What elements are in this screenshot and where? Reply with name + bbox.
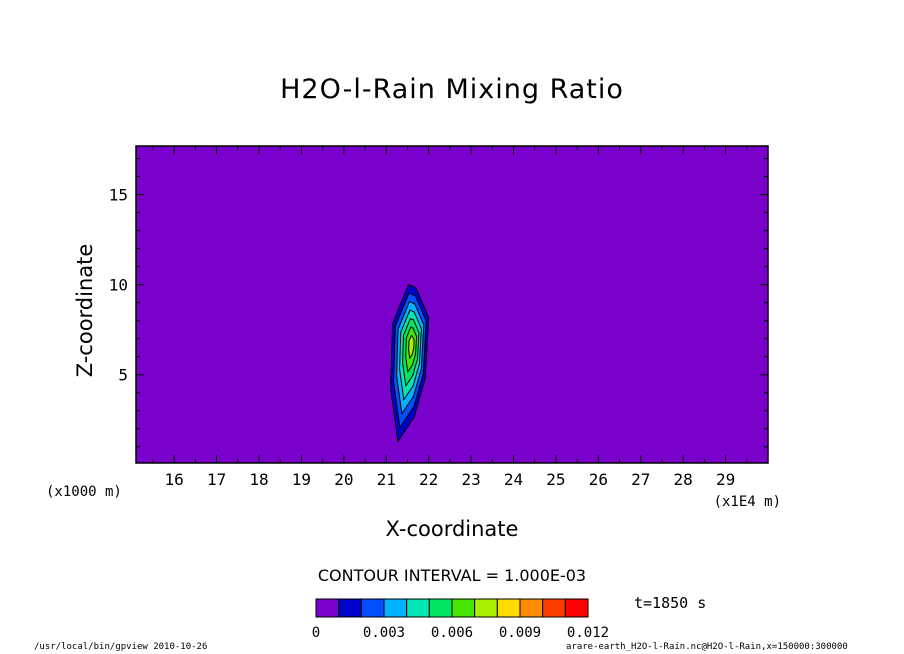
colorbar-tick-label: 0.009: [499, 625, 541, 641]
x-tick-label: 26: [589, 470, 608, 489]
x-tick-label: 17: [207, 470, 226, 489]
colorbar-swatch: [406, 598, 430, 618]
colorbar-swatch: [519, 598, 544, 618]
y-tick-label: 5: [118, 366, 128, 385]
colorbar-swatch: [474, 598, 498, 618]
x-tick-label: 23: [461, 470, 480, 489]
x-unit-label: (x1E4 m): [714, 494, 781, 510]
x-tick-label: 18: [249, 470, 268, 489]
x-tick-label: 20: [334, 470, 353, 489]
x-tick-label: 29: [716, 470, 735, 489]
contour-level-7: [408, 334, 415, 360]
x-tick-label: 28: [674, 470, 693, 489]
plot-background: [136, 146, 768, 463]
colorbar-tick-label: 0: [312, 625, 320, 641]
colorbar-swatch: [496, 598, 521, 618]
chart-title: H2O-l-Rain Mixing Ratio: [280, 74, 624, 105]
colorbar-swatch: [315, 598, 340, 618]
colorbar-swatch: [564, 598, 589, 618]
colorbar-tick-label: 0.012: [567, 625, 609, 641]
x-tick-label: 27: [631, 470, 650, 489]
x-tick-label: 22: [419, 470, 438, 489]
colorbar-tick-label: 0.003: [363, 625, 405, 641]
x-tick-label: 19: [292, 470, 311, 489]
colorbar-swatch: [360, 598, 385, 618]
x-tick-label: 24: [504, 470, 523, 489]
x-axis-label: X-coordinate: [386, 517, 519, 541]
y-tick-label: 10: [109, 276, 128, 295]
colorbar-tick-label: 0.006: [431, 625, 473, 641]
y-axis-label: Z-coordinate: [73, 244, 97, 378]
colorbar-swatch: [338, 598, 362, 618]
colorbar-swatch: [383, 598, 408, 618]
footer-left-text: /usr/local/bin/gpview 2010-10-26: [34, 642, 208, 652]
y-tick-label: 15: [109, 186, 128, 205]
colorbar-swatch: [428, 598, 453, 618]
footer-right-text: arare-earth_H2O-l-Rain.nc@H2O-l-Rain,x=1…: [566, 642, 848, 652]
plot-frame: [135, 145, 769, 464]
x-tick-label: 25: [546, 470, 565, 489]
contour-interval-label: CONTOUR INTERVAL = 1.000E-03: [317, 566, 587, 585]
x-tick-label: 16: [165, 470, 184, 489]
colorbar-swatch: [542, 598, 566, 618]
time-label: t=1850 s: [634, 594, 707, 612]
x-tick-label: 21: [377, 470, 396, 489]
colorbar-swatch: [451, 598, 476, 618]
y-unit-label: (x1000 m): [46, 484, 122, 500]
